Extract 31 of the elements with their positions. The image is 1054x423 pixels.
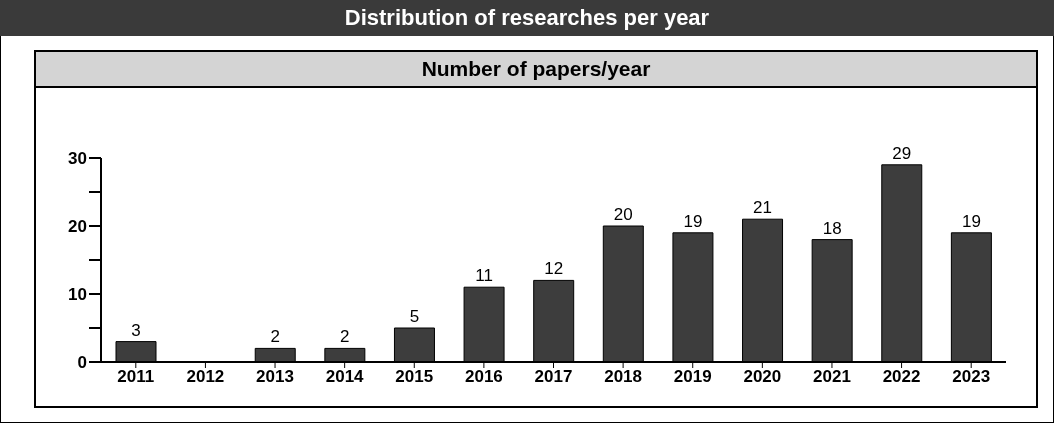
chart-title: Distribution of researches per year [0, 0, 1054, 36]
y-tick-label: 20 [68, 217, 87, 237]
x-tick-label: 2023 [952, 367, 991, 387]
data-label: 21 [753, 198, 772, 218]
x-tick-label: 2021 [813, 367, 851, 387]
data-label: 19 [961, 211, 981, 231]
x-tick-label: 2012 [186, 367, 225, 387]
x-tick-label: 2013 [256, 367, 294, 387]
data-label: 2 [340, 327, 350, 347]
x-tick-label: 2016 [464, 367, 503, 387]
y-tick-label: 0 [77, 353, 87, 373]
data-label: 19 [683, 211, 703, 231]
data-label: 18 [822, 218, 842, 238]
x-tick-label: 2011 [117, 367, 155, 387]
y-tick-label: 30 [68, 149, 87, 169]
x-tick-label: 2017 [534, 367, 573, 387]
x-tick-label: 2014 [325, 367, 365, 387]
y-tick-label: 10 [68, 285, 87, 305]
data-label: 11 [475, 266, 493, 286]
data-label: 29 [892, 143, 912, 163]
data-label: 3 [131, 320, 141, 340]
data-label: 5 [409, 307, 420, 326]
data-label: 12 [544, 259, 564, 279]
x-tick-label: 2022 [882, 367, 921, 387]
x-tick-label: 2020 [743, 367, 782, 387]
x-tick-label: 2019 [673, 367, 712, 387]
data-label: 2 [270, 327, 280, 347]
x-tick-label: 2015 [395, 367, 434, 387]
data-label: 20 [613, 205, 633, 224]
chart-subtitle: Number of papers/year [36, 52, 1036, 88]
x-tick-label: 2018 [604, 367, 643, 387]
